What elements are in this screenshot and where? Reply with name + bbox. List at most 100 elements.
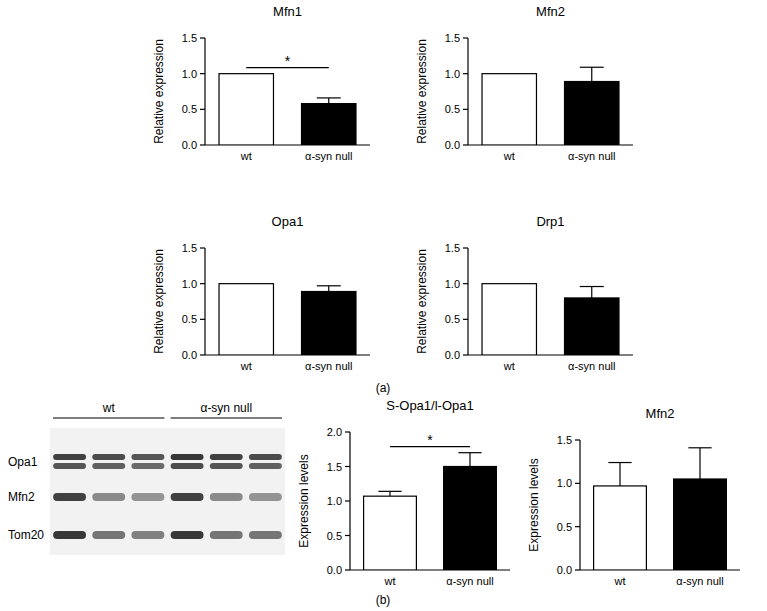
axis-label: Relative expression [415, 249, 429, 354]
error-bar [389, 491, 390, 496]
x-tick-label: α-syn null [568, 150, 615, 162]
x-tick-label: α-syn null [676, 575, 723, 587]
y-tick [345, 535, 350, 536]
y-tick-label: 1.0 [445, 68, 460, 80]
axis-label: Relative expression [152, 39, 166, 144]
y-tick [575, 526, 580, 527]
x-tick-label: wt [240, 360, 252, 372]
y-axis [579, 440, 580, 570]
y-tick-label: 0.0 [327, 564, 342, 576]
y-tick-label: 0.5 [445, 103, 460, 115]
row-label: Mfn2 [8, 490, 35, 504]
x-tick-label: α-syn null [446, 575, 493, 587]
error-bar [591, 287, 592, 298]
panel-label: (a) [376, 381, 391, 395]
bar [219, 284, 273, 355]
blot-band [171, 463, 204, 469]
bar [594, 486, 647, 570]
blot-band [131, 531, 164, 539]
bar [444, 467, 497, 571]
y-tick-label: 0.5 [182, 313, 197, 325]
bar-chart: Mfn2Expression levels0.00.51.01.5wtα-syn… [527, 406, 740, 587]
y-tick-label: 1.0 [327, 495, 342, 507]
y-tick [200, 354, 205, 355]
blot-band [249, 493, 282, 501]
error-cap [317, 97, 341, 98]
x-tick-label: α-syn null [305, 360, 352, 372]
y-tick [200, 144, 205, 145]
axis-label: Relative expression [152, 249, 166, 354]
marks [364, 453, 497, 570]
blot-band [131, 493, 164, 501]
marks [219, 74, 356, 145]
error-bar [328, 286, 329, 292]
lane-label: wt [102, 401, 116, 415]
y-tick-label: 0.0 [445, 349, 460, 361]
error-cap [317, 285, 341, 286]
x-tick-label: wt [503, 150, 515, 162]
y-tick [575, 439, 580, 440]
error-cap [378, 491, 401, 492]
y-tick-label: 0.0 [182, 139, 197, 151]
y-tick [345, 569, 350, 570]
bar-chart: S-Opa1/l-Opa1Expression levels0.00.51.01… [297, 398, 510, 587]
marks [219, 284, 356, 355]
blot-band [171, 454, 204, 460]
bar [364, 496, 417, 570]
blot-band [131, 454, 164, 460]
x-tick-label: α-syn null [568, 360, 615, 372]
blot-band [210, 531, 243, 539]
error-cap [580, 67, 604, 68]
bar [565, 298, 619, 355]
blot-band [92, 493, 125, 501]
y-axis [204, 248, 205, 355]
y-tick [575, 483, 580, 484]
error-cap [608, 462, 631, 463]
bar [302, 104, 356, 145]
marks [482, 67, 619, 145]
blot-band [53, 454, 86, 460]
x-tick-label: wt [240, 150, 252, 162]
y-tick-label: 0.0 [445, 139, 460, 151]
y-tick [463, 109, 468, 110]
significance-label: * [427, 432, 433, 448]
bar [674, 479, 727, 570]
y-tick [463, 144, 468, 145]
axis-label: Expression levels [297, 454, 311, 547]
error-cap [688, 447, 711, 448]
y-tick [200, 37, 205, 38]
x-tick-label: wt [384, 575, 396, 587]
y-tick-label: 0.5 [182, 103, 197, 115]
lane-group-bar [171, 417, 283, 418]
western-blot: wtα-syn nullOpa1Mfn2Tom20 [8, 401, 285, 555]
error-bar [469, 453, 470, 467]
y-axis [204, 38, 205, 145]
chart-title: Mfn1 [273, 4, 302, 19]
panel-label: (b) [376, 593, 391, 607]
blot-band [53, 493, 86, 501]
error-bar [699, 448, 700, 479]
y-tick [200, 283, 205, 284]
blot-band [131, 463, 164, 469]
y-tick-label: 0.5 [557, 521, 572, 533]
y-tick [200, 247, 205, 248]
y-axis [467, 38, 468, 145]
error-bar [328, 98, 329, 104]
bar [482, 284, 536, 355]
y-tick-label: 1.0 [182, 278, 197, 290]
y-tick-label: 1.5 [445, 242, 460, 254]
bar [219, 74, 273, 145]
y-tick [345, 466, 350, 467]
chart-title: S-Opa1/l-Opa1 [386, 398, 473, 413]
y-axis [467, 248, 468, 355]
y-tick [345, 500, 350, 501]
y-tick-label: 1.0 [557, 477, 572, 489]
error-bar [591, 67, 592, 81]
y-tick [463, 354, 468, 355]
blot-band [53, 463, 86, 469]
chart-title: Mfn2 [536, 4, 565, 19]
y-tick [463, 247, 468, 248]
blot-band [249, 463, 282, 469]
y-tick-label: 1.5 [445, 32, 460, 44]
y-tick [200, 109, 205, 110]
